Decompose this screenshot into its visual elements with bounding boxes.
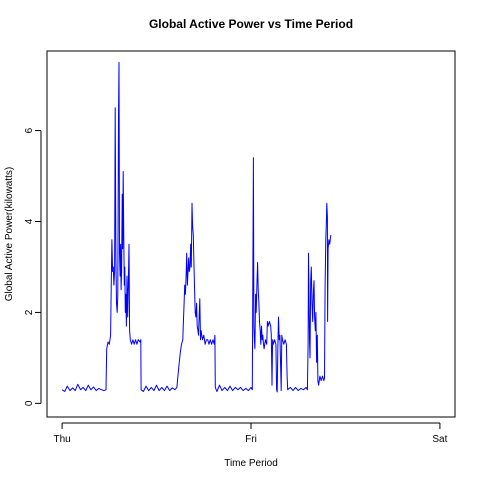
y-tick-label: 4: [24, 218, 35, 224]
x-tick-label: Fri: [245, 434, 257, 445]
x-tick-label: Sat: [432, 434, 447, 445]
series-line-global-active-power: [61, 61, 332, 393]
x-tick-label: Thu: [53, 434, 70, 445]
plot-area: [61, 61, 332, 393]
x-axis-label: Time Period: [224, 458, 278, 469]
y-tick-label: 2: [24, 309, 35, 315]
plot-frame: [46, 50, 456, 418]
chart-title: Global Active Power vs Time Period: [149, 17, 353, 31]
y-axis-label: Global Active Power(kilowatts): [4, 167, 15, 302]
y-tick-label: 6: [24, 127, 35, 133]
y-tick-label: 0: [24, 400, 35, 406]
x-axis: Thu Fri Sat: [53, 422, 448, 445]
y-axis: 0 2 4 6: [24, 127, 42, 406]
